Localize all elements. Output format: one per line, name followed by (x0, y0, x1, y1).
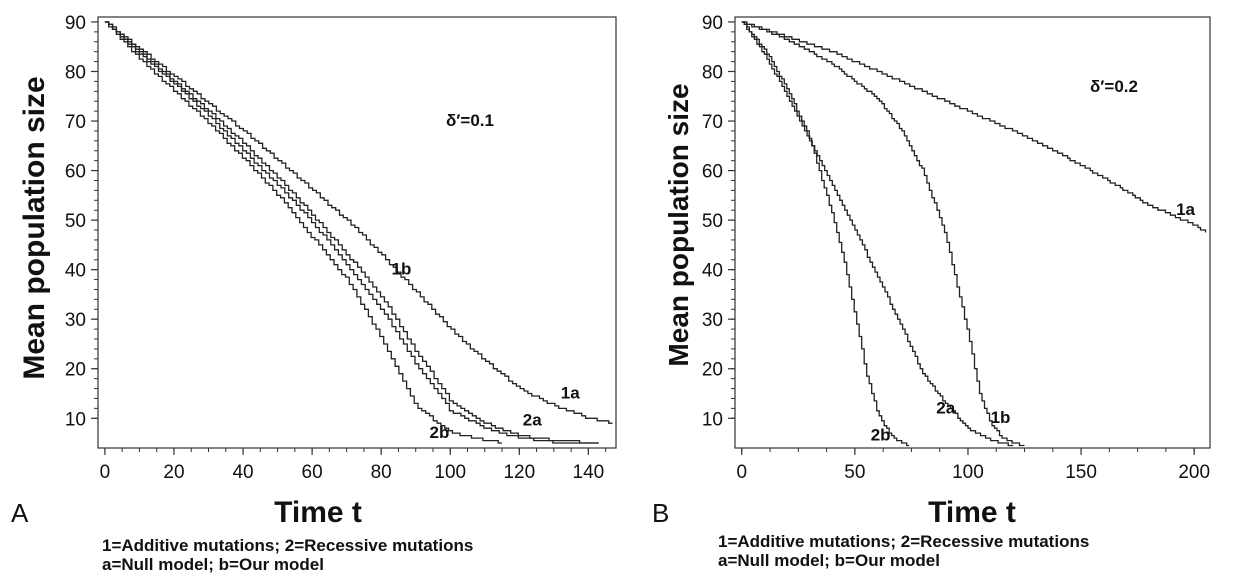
panel-b-curve-label-2a: 2a (936, 398, 955, 417)
panel-a-y-tick-label: 70 (65, 112, 86, 133)
panel-b-x-tick-label: 200 (1178, 462, 1210, 483)
panel-b-series-1b-line (741, 21, 1025, 447)
panel-b-series-2a-line (741, 21, 1014, 447)
panel-a-curve-label-2b: 2b (430, 423, 450, 442)
panel-a-x-tick-label: 40 (232, 462, 253, 483)
panel-a-x-tick-label: 20 (163, 462, 184, 483)
panel-a-y-tick-label: 10 (65, 409, 86, 430)
panel-a-x-tick-label: 60 (302, 462, 323, 483)
panel-b-legend-line-2: a=Null model; b=Our model (718, 551, 940, 570)
panel-b-y-tick-label: 10 (702, 409, 723, 430)
panel-a-curve-label-2a: 2a (523, 411, 542, 430)
panel-b-y-tick-label: 30 (702, 310, 723, 331)
panel-b-curve-labels: 1a 1b 2a 2b (871, 200, 1196, 444)
panel-b-y-tick-label: 20 (702, 360, 723, 381)
panel-b-x-tick-label: 0 (736, 462, 747, 483)
panel-b-x-tick-label: 100 (952, 462, 984, 483)
panel-b-x-tick-label: 150 (1065, 462, 1097, 483)
panel-a-curve-labels: 1a 2a 1b 2b (392, 260, 581, 442)
panel-a-x-tick-label: 140 (573, 462, 605, 483)
panel-a-curve-label-1b: 1b (392, 260, 412, 279)
panel-b-annotation: δ′=0.2 (1090, 77, 1138, 96)
panel-a-series (104, 21, 613, 444)
panel-a-x-tick-label: 80 (371, 462, 392, 483)
panel-a-x-axis-title: Time t (274, 496, 362, 529)
panel-a-y-tick-label: 20 (65, 360, 86, 381)
panel-a-y-tick-label: 50 (65, 211, 86, 232)
panel-a-annotation: δ′=0.1 (446, 111, 494, 130)
panel-a-y-tick-label: 30 (65, 310, 86, 331)
panel-a-series-2a-line (104, 21, 599, 444)
panel-a-x-ticks: 0 20 40 60 80 100 120 140 (100, 448, 607, 483)
panel-a-legend-line-2: a=Null model; b=Our model (102, 555, 324, 574)
panel-b-y-tick-label: 80 (702, 62, 723, 83)
panel-a-y-tick-label: 60 (65, 162, 86, 183)
panel-b: 0 50 100 150 200 10 20 30 40 50 60 70 80 90 1a 1b 2a 2b… (652, 13, 1211, 570)
panel-a-x-tick-label: 0 (100, 462, 111, 483)
panel-b-series (741, 21, 1207, 447)
panel-b-y-tick-label: 90 (702, 13, 723, 34)
panel-a-x-tick-label: 120 (503, 462, 535, 483)
panel-b-y-tick-label: 70 (702, 112, 723, 133)
panel-b-plot-frame (734, 16, 1211, 449)
panel-a-x-tick-label: 100 (434, 462, 466, 483)
panel-a-y-tick-label: 80 (65, 62, 86, 83)
panel-a: 0 20 40 60 80 100 120 140 10 20 30 40 50 60 70 80 90 1a… (11, 13, 617, 574)
panel-a-curve-label-1a: 1a (561, 383, 580, 402)
panel-a-series-1a-line (104, 21, 613, 424)
panel-b-y-tick-label: 60 (702, 162, 723, 183)
panel-a-series-1b-line (104, 21, 599, 444)
panel-a-letter: A (11, 498, 29, 528)
panel-b-y-tick-label: 50 (702, 211, 723, 232)
panel-b-x-ticks: 0 50 100 150 200 (736, 448, 1210, 483)
panel-a-plot-frame (97, 16, 617, 449)
panel-b-series-2b-line (741, 21, 910, 447)
panel-b-legend-line-1: 1=Additive mutations; 2=Recessive mutati… (718, 532, 1089, 551)
panel-a-y-tick-label: 40 (65, 261, 86, 282)
panel-a-y-tick-label: 90 (65, 13, 86, 34)
panel-b-x-axis-title: Time t (928, 496, 1016, 529)
panel-b-x-tick-label: 50 (844, 462, 865, 483)
panel-a-legend-line-1: 1=Additive mutations; 2=Recessive mutati… (102, 536, 473, 555)
panel-b-curve-label-1b: 1b (991, 408, 1011, 427)
panel-a-y-axis-title: Mean population size (18, 76, 51, 379)
panel-b-letter: B (652, 498, 669, 528)
panel-a-series-2b-line (104, 21, 502, 444)
panel-b-curve-label-2b: 2b (871, 426, 891, 445)
panel-b-y-ticks: 10 20 30 40 50 60 70 80 90 (702, 13, 735, 430)
panel-b-y-axis-title: Mean population size (663, 83, 694, 366)
panel-b-y-tick-label: 40 (702, 261, 723, 282)
panel-b-series-1a-line (741, 21, 1207, 233)
panel-b-curve-label-1a: 1a (1176, 200, 1195, 219)
panel-a-y-ticks: 10 20 30 40 50 60 70 80 90 (65, 13, 98, 430)
